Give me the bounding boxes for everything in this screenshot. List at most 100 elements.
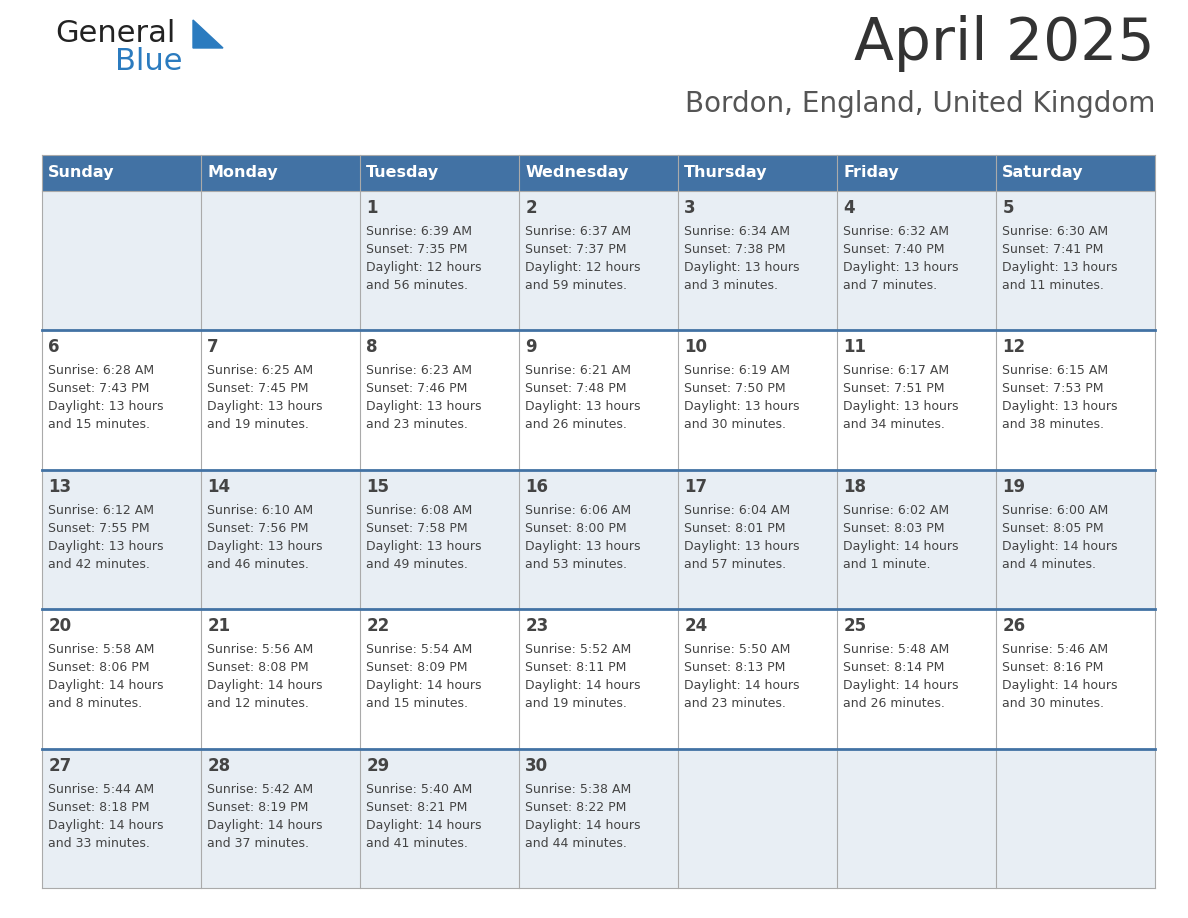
Text: Sunrise: 5:38 AM: Sunrise: 5:38 AM [525, 783, 632, 796]
Text: Sunset: 7:38 PM: Sunset: 7:38 PM [684, 243, 785, 256]
Text: and 4 minutes.: and 4 minutes. [1003, 558, 1097, 571]
Text: Daylight: 13 hours: Daylight: 13 hours [208, 400, 323, 413]
Text: Sunrise: 6:34 AM: Sunrise: 6:34 AM [684, 225, 790, 238]
Text: Bordon, England, United Kingdom: Bordon, England, United Kingdom [684, 90, 1155, 118]
Text: Sunset: 8:13 PM: Sunset: 8:13 PM [684, 661, 785, 674]
Text: 26: 26 [1003, 617, 1025, 635]
Text: and 41 minutes.: and 41 minutes. [366, 836, 468, 849]
Text: Sunset: 7:53 PM: Sunset: 7:53 PM [1003, 383, 1104, 396]
Text: 4: 4 [843, 199, 855, 217]
Text: Sunrise: 5:48 AM: Sunrise: 5:48 AM [843, 644, 949, 656]
Text: Sunrise: 6:15 AM: Sunrise: 6:15 AM [1003, 364, 1108, 377]
Text: Sunset: 7:41 PM: Sunset: 7:41 PM [1003, 243, 1104, 256]
Bar [42, 470, 1155, 610]
Text: and 23 minutes.: and 23 minutes. [366, 419, 468, 431]
Text: Daylight: 14 hours: Daylight: 14 hours [208, 819, 323, 832]
Text: Daylight: 13 hours: Daylight: 13 hours [525, 540, 640, 553]
Text: 11: 11 [843, 339, 866, 356]
Text: Sunrise: 6:32 AM: Sunrise: 6:32 AM [843, 225, 949, 238]
Text: Sunrise: 6:25 AM: Sunrise: 6:25 AM [208, 364, 314, 377]
Text: Sunset: 8:19 PM: Sunset: 8:19 PM [208, 800, 309, 813]
Text: 30: 30 [525, 756, 549, 775]
Text: Daylight: 14 hours: Daylight: 14 hours [49, 679, 164, 692]
Text: Daylight: 13 hours: Daylight: 13 hours [49, 400, 164, 413]
Text: Sunset: 8:18 PM: Sunset: 8:18 PM [49, 800, 150, 813]
Bar [678, 155, 838, 191]
Text: 25: 25 [843, 617, 866, 635]
Text: Sunset: 8:16 PM: Sunset: 8:16 PM [1003, 661, 1104, 674]
Text: Wednesday: Wednesday [525, 165, 628, 181]
Text: 28: 28 [208, 756, 230, 775]
Text: Sunrise: 6:12 AM: Sunrise: 6:12 AM [49, 504, 154, 517]
Text: Sunset: 7:55 PM: Sunset: 7:55 PM [49, 521, 150, 535]
Text: and 37 minutes.: and 37 minutes. [208, 836, 309, 849]
Text: 20: 20 [49, 617, 71, 635]
Text: and 26 minutes.: and 26 minutes. [843, 697, 946, 711]
Text: and 15 minutes.: and 15 minutes. [49, 419, 151, 431]
Text: Sunrise: 6:02 AM: Sunrise: 6:02 AM [843, 504, 949, 517]
Text: and 23 minutes.: and 23 minutes. [684, 697, 786, 711]
Text: 16: 16 [525, 477, 549, 496]
Text: Sunrise: 5:58 AM: Sunrise: 5:58 AM [49, 644, 154, 656]
Text: Sunrise: 6:00 AM: Sunrise: 6:00 AM [1003, 504, 1108, 517]
Text: Sunrise: 6:30 AM: Sunrise: 6:30 AM [1003, 225, 1108, 238]
Text: Daylight: 13 hours: Daylight: 13 hours [1003, 261, 1118, 274]
Text: Sunrise: 6:04 AM: Sunrise: 6:04 AM [684, 504, 790, 517]
Text: and 26 minutes.: and 26 minutes. [525, 419, 627, 431]
Text: Blue: Blue [115, 47, 183, 76]
Text: Daylight: 14 hours: Daylight: 14 hours [843, 679, 959, 692]
Text: 7: 7 [208, 339, 219, 356]
Text: 9: 9 [525, 339, 537, 356]
Text: and 53 minutes.: and 53 minutes. [525, 558, 627, 571]
Text: Sunrise: 5:40 AM: Sunrise: 5:40 AM [366, 783, 473, 796]
Bar [42, 748, 1155, 888]
Text: Sunset: 8:01 PM: Sunset: 8:01 PM [684, 521, 785, 535]
Text: Daylight: 14 hours: Daylight: 14 hours [684, 679, 800, 692]
Bar [519, 155, 678, 191]
Text: 3: 3 [684, 199, 696, 217]
Text: Sunrise: 6:06 AM: Sunrise: 6:06 AM [525, 504, 632, 517]
Text: and 7 minutes.: and 7 minutes. [843, 279, 937, 292]
Text: Sunset: 7:56 PM: Sunset: 7:56 PM [208, 521, 309, 535]
Text: Sunset: 8:00 PM: Sunset: 8:00 PM [525, 521, 627, 535]
Text: Daylight: 12 hours: Daylight: 12 hours [366, 261, 482, 274]
Text: Sunset: 7:58 PM: Sunset: 7:58 PM [366, 521, 468, 535]
Text: Thursday: Thursday [684, 165, 767, 181]
Text: Sunrise: 6:21 AM: Sunrise: 6:21 AM [525, 364, 631, 377]
Text: 12: 12 [1003, 339, 1025, 356]
Text: and 30 minutes.: and 30 minutes. [684, 419, 786, 431]
Text: Saturday: Saturday [1003, 165, 1083, 181]
Text: and 12 minutes.: and 12 minutes. [208, 697, 309, 711]
Text: and 34 minutes.: and 34 minutes. [843, 419, 946, 431]
Text: 10: 10 [684, 339, 707, 356]
Text: and 49 minutes.: and 49 minutes. [366, 558, 468, 571]
Text: Sunrise: 6:19 AM: Sunrise: 6:19 AM [684, 364, 790, 377]
Text: Sunset: 7:40 PM: Sunset: 7:40 PM [843, 243, 944, 256]
Text: 6: 6 [49, 339, 59, 356]
Text: and 1 minute.: and 1 minute. [843, 558, 931, 571]
Text: Daylight: 14 hours: Daylight: 14 hours [49, 819, 164, 832]
Text: Sunrise: 5:42 AM: Sunrise: 5:42 AM [208, 783, 314, 796]
Text: 29: 29 [366, 756, 390, 775]
Text: Sunset: 8:14 PM: Sunset: 8:14 PM [843, 661, 944, 674]
Text: Sunset: 7:45 PM: Sunset: 7:45 PM [208, 383, 309, 396]
Text: Sunrise: 5:46 AM: Sunrise: 5:46 AM [1003, 644, 1108, 656]
Bar [42, 155, 201, 191]
Text: Sunset: 7:46 PM: Sunset: 7:46 PM [366, 383, 468, 396]
Text: 18: 18 [843, 477, 866, 496]
Text: 23: 23 [525, 617, 549, 635]
Text: and 56 minutes.: and 56 minutes. [366, 279, 468, 292]
Text: Sunset: 7:35 PM: Sunset: 7:35 PM [366, 243, 468, 256]
Text: Sunset: 8:05 PM: Sunset: 8:05 PM [1003, 521, 1104, 535]
Text: Daylight: 13 hours: Daylight: 13 hours [843, 400, 959, 413]
Text: and 8 minutes.: and 8 minutes. [49, 697, 143, 711]
Bar [838, 155, 996, 191]
Text: Sunset: 8:08 PM: Sunset: 8:08 PM [208, 661, 309, 674]
Text: 24: 24 [684, 617, 708, 635]
Bar [201, 155, 360, 191]
Text: Sunset: 8:09 PM: Sunset: 8:09 PM [366, 661, 468, 674]
Text: and 30 minutes.: and 30 minutes. [1003, 697, 1105, 711]
Text: and 59 minutes.: and 59 minutes. [525, 279, 627, 292]
Text: 15: 15 [366, 477, 390, 496]
Text: Daylight: 14 hours: Daylight: 14 hours [366, 819, 482, 832]
